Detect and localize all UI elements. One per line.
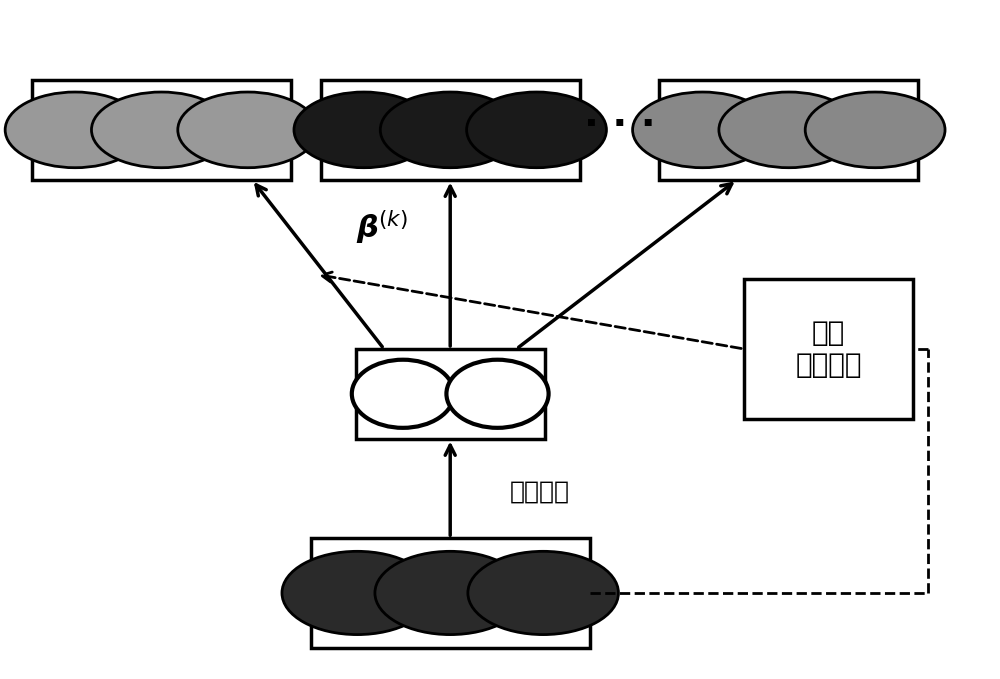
Ellipse shape — [380, 92, 520, 168]
Ellipse shape — [719, 92, 859, 168]
Ellipse shape — [178, 92, 318, 168]
Ellipse shape — [446, 360, 549, 428]
FancyBboxPatch shape — [321, 80, 580, 180]
Ellipse shape — [282, 551, 433, 635]
FancyBboxPatch shape — [744, 279, 913, 419]
Text: 约束
类内散度: 约束 类内散度 — [795, 318, 862, 379]
Ellipse shape — [352, 360, 454, 428]
FancyBboxPatch shape — [356, 349, 545, 439]
Ellipse shape — [633, 92, 772, 168]
FancyBboxPatch shape — [32, 80, 291, 180]
Ellipse shape — [375, 551, 525, 635]
Ellipse shape — [5, 92, 145, 168]
Ellipse shape — [91, 92, 231, 168]
Ellipse shape — [468, 551, 618, 635]
Ellipse shape — [467, 92, 606, 168]
FancyBboxPatch shape — [311, 538, 590, 648]
Ellipse shape — [294, 92, 434, 168]
FancyBboxPatch shape — [659, 80, 918, 180]
Ellipse shape — [805, 92, 945, 168]
Text: · · ·: · · · — [584, 106, 655, 144]
Text: 随机映射: 随机映射 — [510, 479, 570, 503]
Text: $\boldsymbol{\beta}^{(k)}$: $\boldsymbol{\beta}^{(k)}$ — [356, 208, 407, 246]
